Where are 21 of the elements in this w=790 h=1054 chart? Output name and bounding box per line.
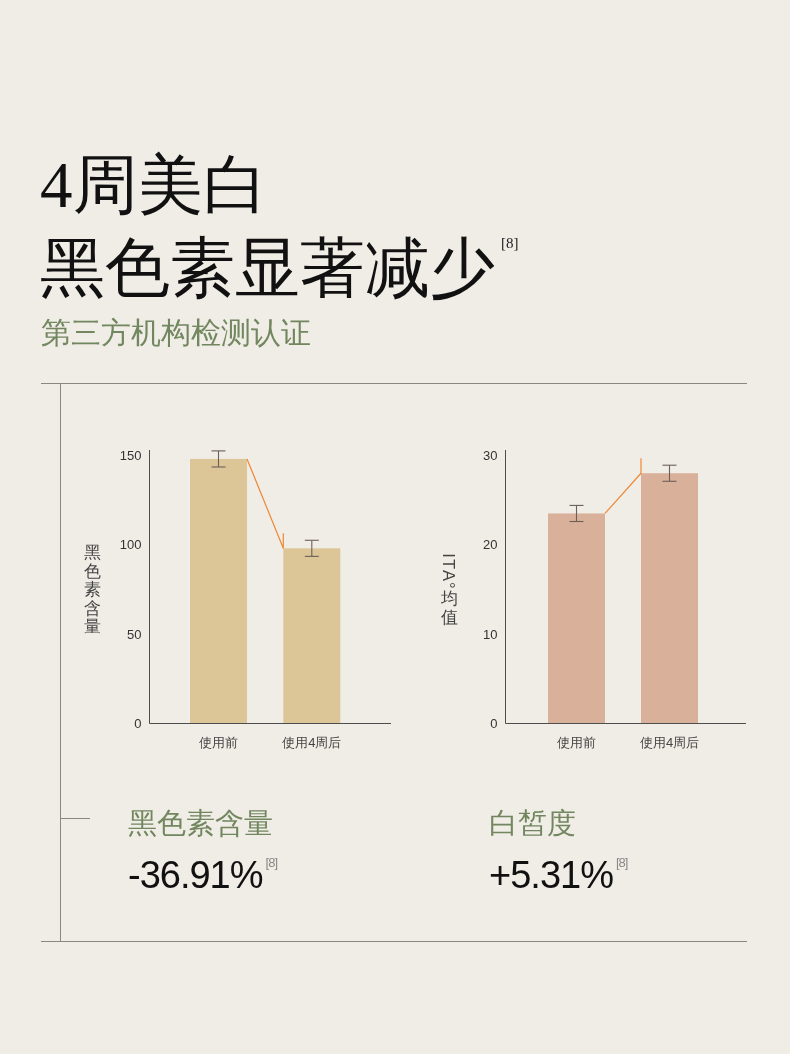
y-tick-label: 0 — [134, 716, 142, 731]
y-axis-title: ITA°均值 — [439, 553, 459, 626]
y-tick-label: 20 — [483, 537, 498, 553]
text: 黑色素显著减少$^{[8]}$ — [40, 232, 519, 304]
text: 4周美白 — [40, 149, 268, 221]
x-tick-label: 使用前 — [199, 735, 238, 750]
y-axis-title: 黑色素含量 — [83, 543, 101, 636]
x-tick-label: 使用前 — [557, 735, 596, 750]
y-tick-label: 0 — [490, 716, 498, 731]
text: 黑色素含量 — [128, 807, 273, 839]
y-tick-label: 150 — [119, 447, 142, 463]
x-tick-label: 使用4周后 — [282, 735, 342, 750]
text: 白皙度 — [489, 807, 576, 839]
y-tick-label: 30 — [483, 447, 498, 463]
text: -36.91%$^{[8]}$ — [128, 854, 278, 896]
text: 第三方机构检测认证 — [41, 317, 311, 349]
y-tick-label: 100 — [119, 537, 142, 553]
x-tick-label: 使用4周后 — [639, 735, 700, 750]
text: +5.31%$^{[8]}$ — [489, 854, 628, 896]
y-tick-label: 50 — [127, 626, 142, 642]
y-tick-label: 10 — [483, 626, 498, 642]
